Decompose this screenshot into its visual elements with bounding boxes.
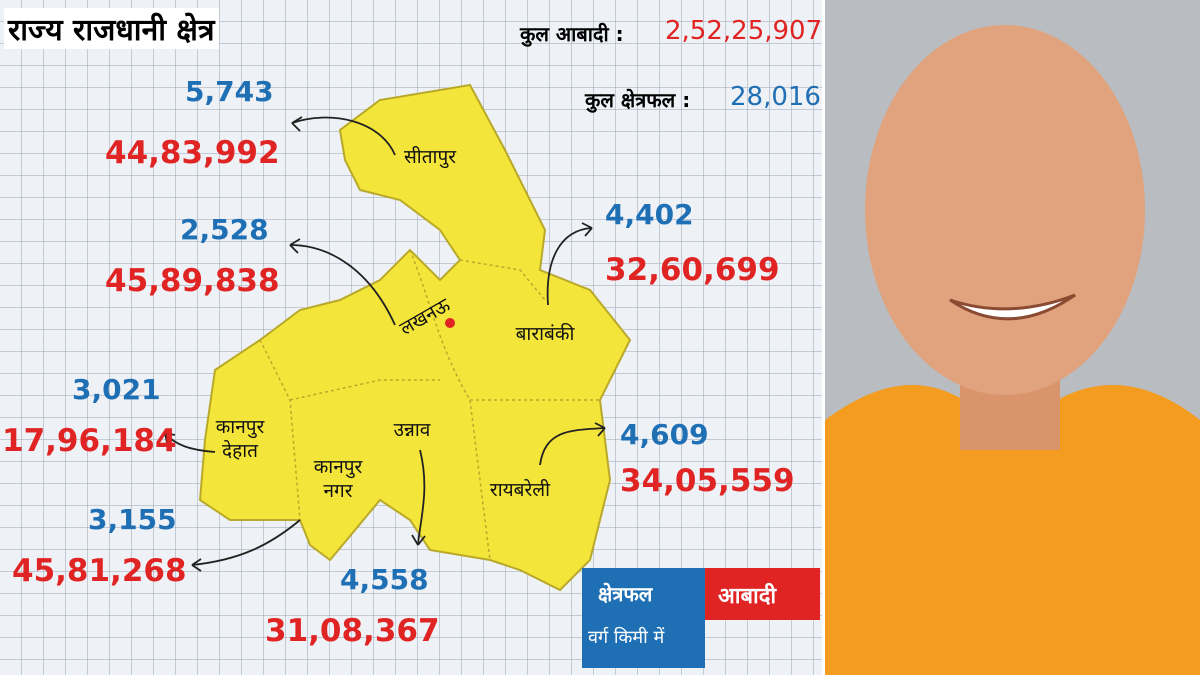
photo-robe: [825, 385, 1200, 675]
legend-population: आबादी: [718, 584, 777, 609]
pointer-arrows: [164, 116, 606, 572]
district-population: 44,83,992: [105, 135, 280, 171]
legend-area-unit: वर्ग किमी में: [588, 627, 665, 648]
district-area: 3,021: [72, 373, 161, 406]
district-area: 4,609: [620, 418, 709, 451]
legend-population-box: [705, 568, 820, 620]
district-population: 45,89,838: [105, 263, 280, 299]
district-area: 2,528: [180, 213, 269, 246]
legend-area-box: [582, 568, 705, 668]
district-name: रायबरेली: [489, 479, 551, 501]
photo-face: [865, 25, 1145, 395]
district-population: 32,60,699: [605, 252, 780, 288]
total-area-value: 28,016: [730, 82, 821, 112]
photo-smile: [949, 293, 1076, 321]
region-map: [198, 83, 632, 592]
total-population-value: 2,52,25,907: [665, 16, 823, 46]
district-area: 5,743: [185, 75, 274, 108]
district-population: 45,81,268: [12, 553, 187, 589]
district-population: 34,05,559: [620, 463, 795, 499]
district-name: उन्नाव: [393, 419, 431, 441]
district-population: 17,96,184: [2, 423, 177, 459]
total-area-label: कुल क्षेत्रफल :: [585, 88, 691, 112]
district-area: 3,155: [88, 503, 177, 536]
district-name: सीतापुर: [403, 146, 457, 168]
title: राज्य राजधानी क्षेत्र: [4, 8, 219, 49]
district-area: 4,558: [340, 563, 429, 596]
district-name: कानपुर देहात: [215, 416, 265, 462]
district-area: 4,402: [605, 198, 694, 231]
district-population: 31,08,367: [265, 613, 440, 649]
district-borders: [259, 249, 600, 561]
capital-marker: [445, 318, 455, 328]
district-name: बाराबंकी: [515, 323, 575, 345]
district-name: कानपुर नगर: [313, 456, 363, 502]
total-population-label: कुल आबादी :: [520, 22, 624, 46]
legend-area: क्षेत्रफल: [598, 582, 653, 606]
